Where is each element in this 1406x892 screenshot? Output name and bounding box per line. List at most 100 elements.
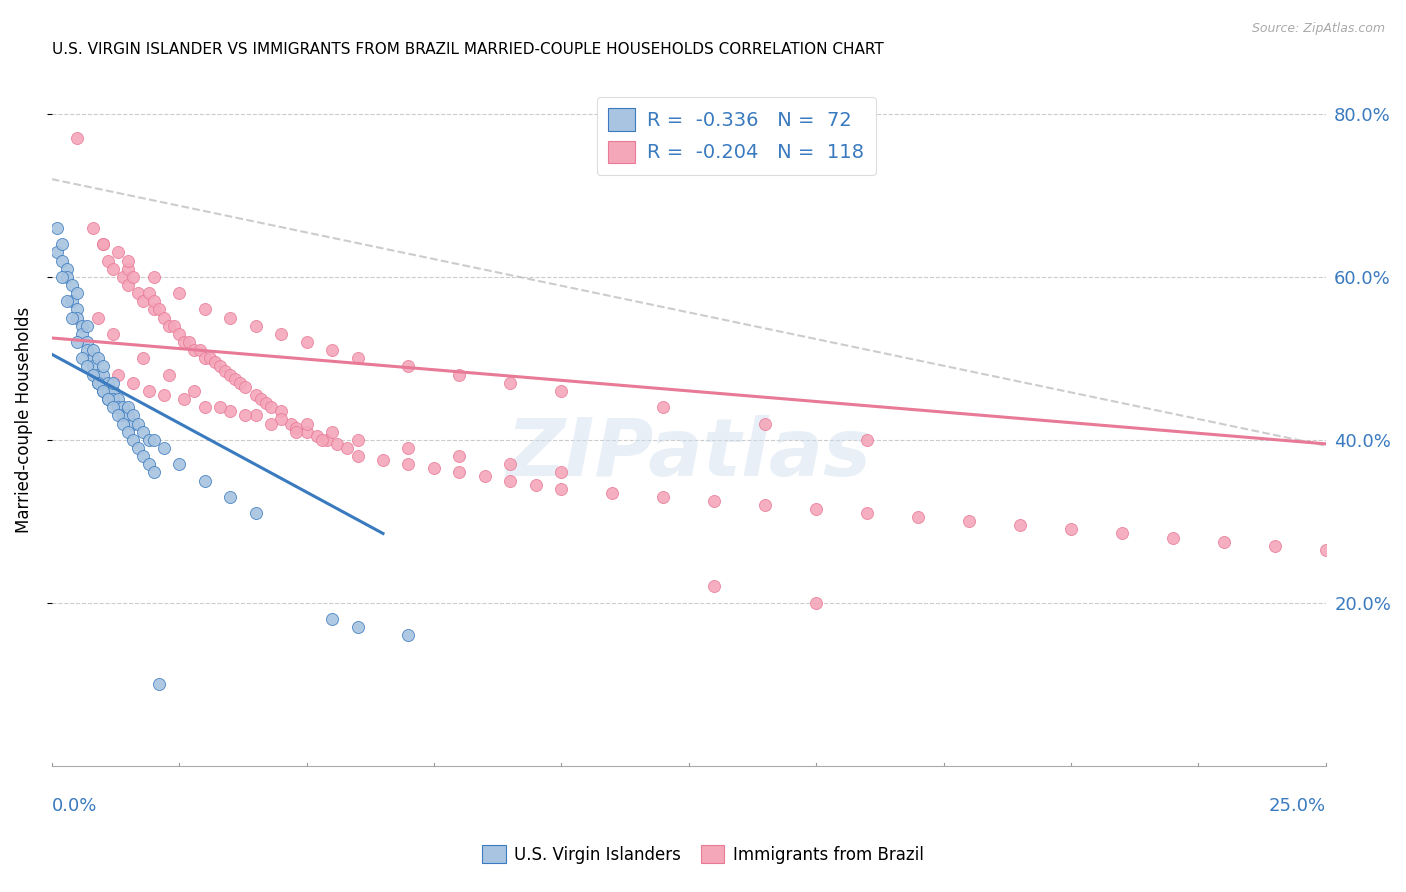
- Point: [219, 404, 242, 418]
- Point: [66, 286, 89, 301]
- Point: [398, 359, 420, 374]
- Point: [138, 433, 160, 447]
- Point: [270, 412, 292, 426]
- Point: [173, 334, 195, 349]
- Point: [72, 318, 94, 333]
- Point: [107, 245, 129, 260]
- Point: [260, 417, 283, 431]
- Point: [101, 326, 124, 341]
- Point: [91, 359, 114, 374]
- Point: [142, 269, 165, 284]
- Point: [371, 453, 394, 467]
- Point: [194, 351, 217, 366]
- Point: [56, 261, 79, 276]
- Point: [91, 237, 114, 252]
- Point: [97, 376, 120, 390]
- Point: [188, 343, 211, 358]
- Point: [194, 302, 217, 317]
- Point: [524, 477, 547, 491]
- Point: [249, 392, 271, 406]
- Point: [138, 286, 160, 301]
- Point: [76, 318, 98, 333]
- Point: [235, 380, 257, 394]
- Point: [76, 359, 98, 374]
- Point: [245, 388, 267, 402]
- Point: [652, 490, 675, 504]
- Point: [295, 334, 318, 349]
- Text: ZIPatlas: ZIPatlas: [506, 415, 872, 493]
- Point: [423, 461, 446, 475]
- Point: [101, 376, 124, 390]
- Point: [66, 310, 89, 325]
- Point: [157, 368, 180, 382]
- Point: [703, 494, 725, 508]
- Point: [285, 425, 308, 439]
- Point: [72, 351, 94, 366]
- Point: [260, 401, 283, 415]
- Point: [1008, 518, 1031, 533]
- Point: [398, 457, 420, 471]
- Point: [398, 628, 420, 642]
- Point: [907, 510, 929, 524]
- Point: [101, 392, 124, 406]
- Point: [219, 490, 242, 504]
- Point: [856, 506, 879, 520]
- Point: [179, 334, 201, 349]
- Point: [245, 506, 267, 520]
- Point: [91, 368, 114, 382]
- Point: [499, 457, 522, 471]
- Point: [449, 466, 471, 480]
- Point: [122, 269, 145, 284]
- Point: [101, 401, 124, 415]
- Point: [122, 417, 145, 431]
- Point: [754, 417, 776, 431]
- Point: [122, 409, 145, 423]
- Point: [91, 237, 114, 252]
- Point: [270, 404, 292, 418]
- Point: [1315, 542, 1337, 557]
- Point: [91, 384, 114, 398]
- Point: [198, 351, 221, 366]
- Point: [142, 294, 165, 309]
- Point: [1212, 534, 1234, 549]
- Point: [346, 433, 368, 447]
- Point: [167, 286, 190, 301]
- Point: [112, 269, 135, 284]
- Point: [229, 376, 252, 390]
- Point: [321, 425, 343, 439]
- Point: [754, 498, 776, 512]
- Point: [148, 302, 170, 317]
- Point: [957, 514, 980, 528]
- Point: [311, 433, 333, 447]
- Point: [51, 269, 73, 284]
- Point: [86, 376, 108, 390]
- Text: 25.0%: 25.0%: [1268, 797, 1326, 814]
- Point: [66, 131, 89, 145]
- Point: [82, 343, 104, 358]
- Point: [449, 368, 471, 382]
- Text: U.S. VIRGIN ISLANDER VS IMMIGRANTS FROM BRAZIL MARRIED-COUPLE HOUSEHOLDS CORRELA: U.S. VIRGIN ISLANDER VS IMMIGRANTS FROM …: [52, 42, 883, 57]
- Point: [45, 221, 67, 235]
- Point: [703, 579, 725, 593]
- Legend: R =  -0.336   N =  72, R =  -0.204   N =  118: R = -0.336 N = 72, R = -0.204 N = 118: [596, 96, 876, 175]
- Point: [1060, 523, 1083, 537]
- Point: [56, 294, 79, 309]
- Point: [550, 384, 572, 398]
- Point: [346, 351, 368, 366]
- Point: [398, 441, 420, 455]
- Point: [117, 253, 139, 268]
- Point: [183, 384, 205, 398]
- Point: [153, 310, 176, 325]
- Point: [45, 245, 67, 260]
- Text: Source: ZipAtlas.com: Source: ZipAtlas.com: [1251, 22, 1385, 36]
- Point: [295, 425, 318, 439]
- Point: [142, 302, 165, 317]
- Point: [219, 368, 242, 382]
- Point: [499, 474, 522, 488]
- Point: [112, 401, 135, 415]
- Point: [138, 384, 160, 398]
- Point: [285, 420, 308, 434]
- Point: [1111, 526, 1133, 541]
- Point: [107, 409, 129, 423]
- Point: [86, 376, 108, 390]
